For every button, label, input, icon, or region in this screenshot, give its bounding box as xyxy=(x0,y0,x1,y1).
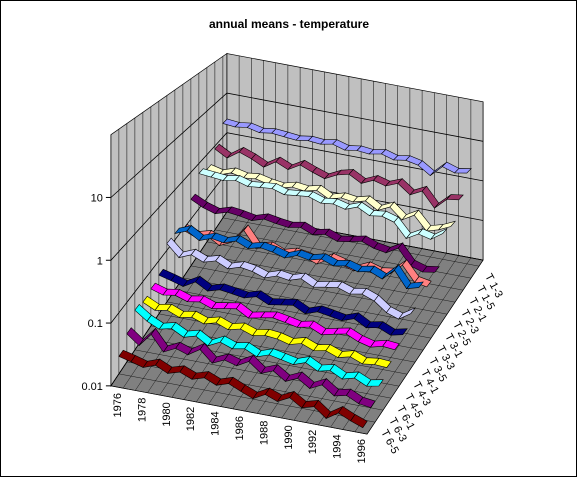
grid-line xyxy=(110,92,484,198)
x-tick-label: 1976 xyxy=(112,393,124,417)
ribbon xyxy=(214,143,464,209)
ribbon xyxy=(142,295,392,368)
ribbon xyxy=(166,237,417,320)
ribbon-segment xyxy=(430,228,448,240)
ribbon-segment xyxy=(374,357,392,368)
ribbon xyxy=(126,327,376,408)
ribbon xyxy=(190,193,440,273)
x-tick-label: 1982 xyxy=(185,407,197,431)
x-tick-label: 1978 xyxy=(136,398,148,422)
ribbon-segment xyxy=(389,328,408,336)
ribbon xyxy=(158,268,408,336)
y-tick-label: 0.1 xyxy=(88,318,103,330)
x-tick-label: 1992 xyxy=(307,430,319,454)
floor-rule xyxy=(171,223,289,398)
grid-line xyxy=(110,132,484,261)
ribbon-segment xyxy=(445,194,464,201)
y-tick-label: 10 xyxy=(91,192,103,204)
x-tick-label: 1988 xyxy=(258,421,270,445)
ribbon xyxy=(118,349,368,429)
x-tick-label: 1984 xyxy=(210,411,222,435)
x-tick-label: 1994 xyxy=(332,434,344,458)
floor-rule xyxy=(190,265,448,315)
floor-rule xyxy=(110,385,368,435)
ribbon-segment xyxy=(422,265,440,273)
x-tick-label: 1986 xyxy=(234,416,246,440)
floor-rule xyxy=(222,217,480,267)
ribbon-segment xyxy=(453,168,472,174)
ribbon xyxy=(134,303,384,387)
ribbon-segment xyxy=(405,281,424,290)
floor-rule xyxy=(366,260,484,435)
x-tick-label: 1980 xyxy=(161,402,173,426)
y-tick-label: 1 xyxy=(97,255,103,267)
ribbon xyxy=(222,118,472,177)
ribbon xyxy=(150,282,400,351)
y-tick-label: 0.01 xyxy=(81,381,102,393)
ribbon-segment xyxy=(358,396,376,408)
ribbon-segment xyxy=(350,414,368,429)
ribbon xyxy=(174,225,424,290)
ribbon-segment xyxy=(397,307,417,320)
chart-title: annual means - temperature xyxy=(209,17,369,31)
ribbon-segment xyxy=(382,339,400,351)
x-tick-label: 1996 xyxy=(356,439,368,463)
ribbon-segment xyxy=(366,379,384,387)
x-tick-label: 1990 xyxy=(283,425,295,449)
ribbon-segment xyxy=(437,220,457,231)
ribbon xyxy=(198,168,448,240)
